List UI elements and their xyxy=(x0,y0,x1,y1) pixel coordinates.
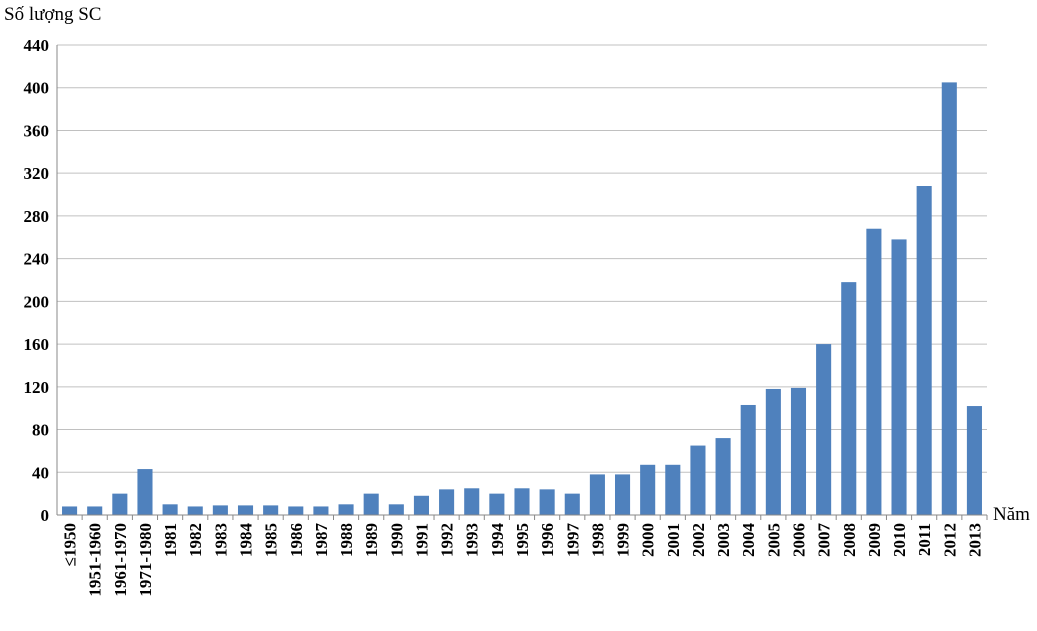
x-tick-label: 2007 xyxy=(815,523,834,558)
x-tick-label: 1991 xyxy=(412,523,431,557)
gridlines xyxy=(57,44,987,473)
x-tick-label: 1988 xyxy=(337,523,356,557)
axes xyxy=(56,45,988,520)
y-tick-label: 160 xyxy=(24,335,50,354)
x-tick-label: 1992 xyxy=(438,523,457,557)
bar xyxy=(212,505,228,515)
bars xyxy=(62,82,982,516)
y-tick-label: 80 xyxy=(32,421,49,440)
bar xyxy=(187,506,203,515)
x-tick-label: 1984 xyxy=(237,523,256,558)
bar xyxy=(715,438,731,515)
bar xyxy=(640,464,656,515)
y-tick-label: 440 xyxy=(24,36,50,55)
x-tick-label: 1983 xyxy=(211,523,230,557)
bar xyxy=(589,474,605,515)
bar xyxy=(237,505,254,515)
y-tick-label: 320 xyxy=(24,164,50,183)
y-tick-label: 40 xyxy=(32,463,49,482)
y-tick-labels: 0 40 80 120 160 200 240 280 320 360 400 440 xyxy=(24,36,50,525)
y-axis-label: Số lượng SC xyxy=(4,4,102,25)
bar xyxy=(464,488,480,515)
x-tick-label: 1994 xyxy=(488,523,507,558)
x-tick-label: 2004 xyxy=(739,523,758,558)
x-tick-label: 2001 xyxy=(664,523,683,557)
x-tick-label: 1999 xyxy=(614,523,633,557)
y-tick-label: 280 xyxy=(24,207,50,226)
bar xyxy=(62,506,78,515)
x-tick-label: ≤1950 xyxy=(61,523,80,566)
bar xyxy=(514,488,530,515)
x-tick-label: 1985 xyxy=(262,523,281,557)
bar xyxy=(263,505,279,515)
bar xyxy=(363,493,379,515)
x-tick-label: 1998 xyxy=(588,523,607,557)
bar xyxy=(539,489,555,515)
bar xyxy=(137,469,153,515)
y-tick-label: 200 xyxy=(24,292,50,311)
bar xyxy=(162,504,178,515)
x-tick-label: 2009 xyxy=(865,523,884,557)
y-tick-label: 120 xyxy=(24,378,50,397)
bar xyxy=(816,344,832,515)
x-tick-label: 1986 xyxy=(287,523,306,557)
y-tick-label: 400 xyxy=(24,79,50,98)
x-tick-label: 1981 xyxy=(161,523,180,557)
y-tick-label: 360 xyxy=(24,121,50,140)
x-tick-label: 1961-1970 xyxy=(111,523,130,597)
x-tick-label: 1982 xyxy=(186,523,205,557)
bar xyxy=(690,445,706,515)
x-tick-label: 2000 xyxy=(639,523,658,557)
x-tick-label: 2012 xyxy=(940,523,959,557)
x-tick-label: 2011 xyxy=(915,523,934,556)
y-tick-label: 0 xyxy=(41,506,50,525)
bar xyxy=(740,404,756,515)
bar xyxy=(841,282,857,515)
x-tick-label: 2010 xyxy=(890,523,909,557)
bar xyxy=(112,493,128,515)
bar xyxy=(313,506,329,515)
bar xyxy=(615,474,631,515)
bar xyxy=(765,388,781,515)
bar xyxy=(966,406,982,515)
bar xyxy=(941,82,957,516)
x-tick-label: 2003 xyxy=(714,523,733,557)
x-axis-label: Năm xyxy=(993,504,1030,525)
bar xyxy=(790,387,807,515)
bar xyxy=(413,495,429,515)
y-tick-label: 240 xyxy=(24,250,50,269)
bar xyxy=(866,228,882,515)
bar xyxy=(87,506,103,515)
x-tick-label: 1993 xyxy=(463,523,482,557)
bar xyxy=(338,504,354,515)
x-tick-label: 2013 xyxy=(965,523,984,557)
x-tick-label: 2005 xyxy=(764,523,783,557)
bar xyxy=(916,186,932,515)
x-tick-label: 1971-1980 xyxy=(136,523,155,597)
x-tick-label: 2002 xyxy=(689,523,708,557)
x-tick-label: 1990 xyxy=(387,523,406,557)
bar xyxy=(439,489,455,515)
x-tick-label: 1989 xyxy=(362,523,381,557)
x-tick-label: 1951-1960 xyxy=(86,523,105,597)
x-tick-label: 2006 xyxy=(789,523,808,557)
bar xyxy=(891,239,907,515)
x-tick-label: 2008 xyxy=(840,523,859,557)
bar xyxy=(388,504,404,515)
x-tick-label: 1987 xyxy=(312,523,331,558)
bar xyxy=(564,493,580,515)
x-tick-label: 1997 xyxy=(563,523,582,558)
bar xyxy=(288,506,304,515)
x-tick-labels: ≤1950 1951-1960 1961-1970 1971-1980 1981 1982… xyxy=(61,523,985,597)
x-tick-label: 1995 xyxy=(513,523,532,557)
bar xyxy=(665,464,681,515)
x-tick-label: 1996 xyxy=(538,523,557,557)
bar xyxy=(489,493,505,515)
